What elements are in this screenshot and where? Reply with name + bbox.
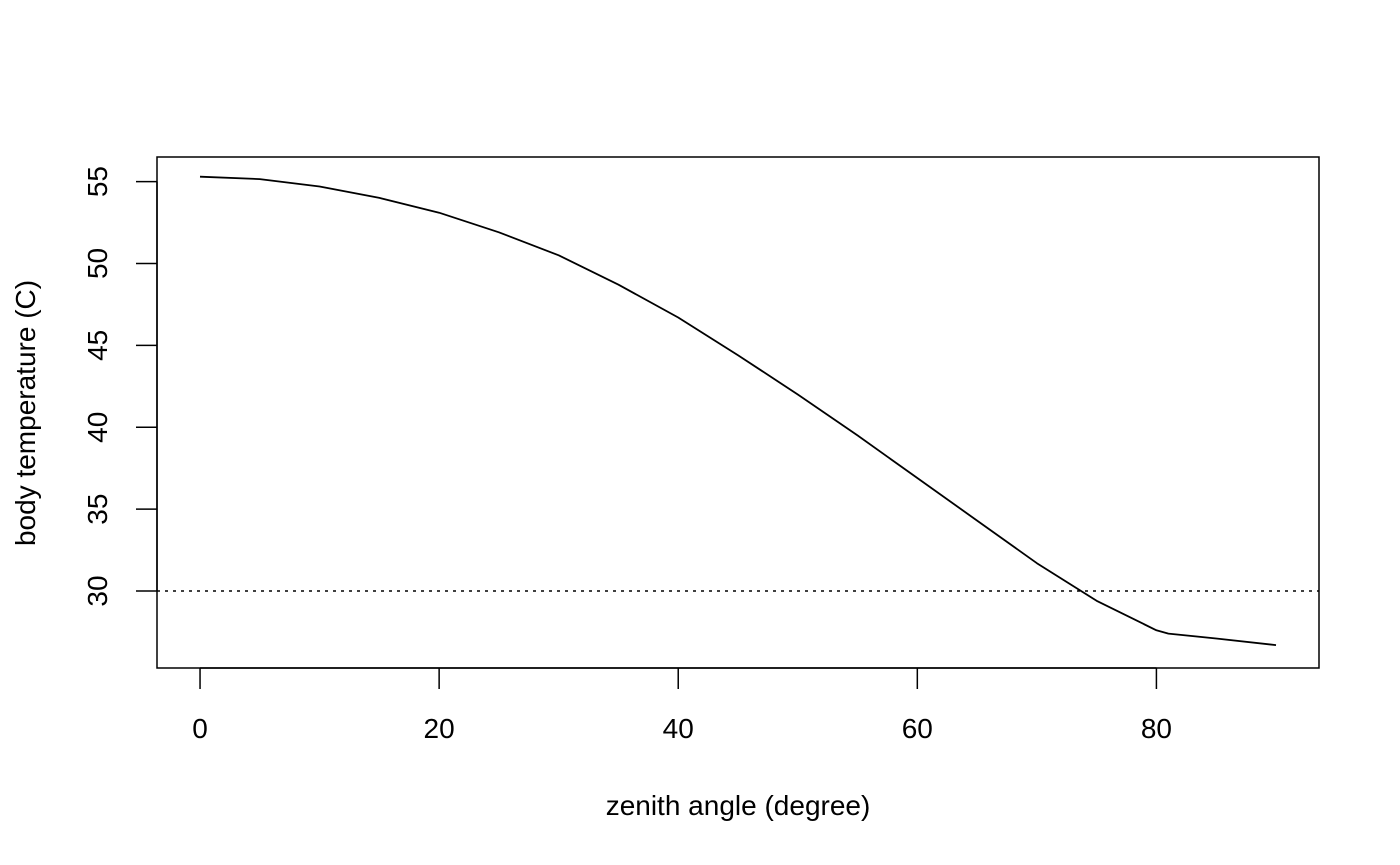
y-tick-label: 35 [82, 494, 113, 525]
y-tick-label: 45 [82, 330, 113, 361]
x-tick-label: 20 [424, 713, 455, 744]
x-tick-label: 80 [1141, 713, 1172, 744]
y-axis: 30 35 40 45 50 55 [82, 166, 158, 607]
x-tick-label: 40 [663, 713, 694, 744]
y-tick-label: 55 [82, 166, 113, 197]
plot-frame [156, 156, 1320, 669]
y-tick-label: 40 [82, 412, 113, 443]
y-axis-title: body temperature (C) [10, 280, 41, 546]
x-axis: 0 20 40 60 80 [192, 667, 1172, 744]
x-tick-label: 60 [902, 713, 933, 744]
x-axis-title: zenith angle (degree) [606, 790, 871, 821]
series-layer [157, 175, 1319, 646]
series-line [199, 175, 1277, 646]
y-tick-label: 50 [82, 248, 113, 279]
x-tick-label: 0 [192, 713, 208, 744]
y-tick-label: 30 [82, 575, 113, 606]
